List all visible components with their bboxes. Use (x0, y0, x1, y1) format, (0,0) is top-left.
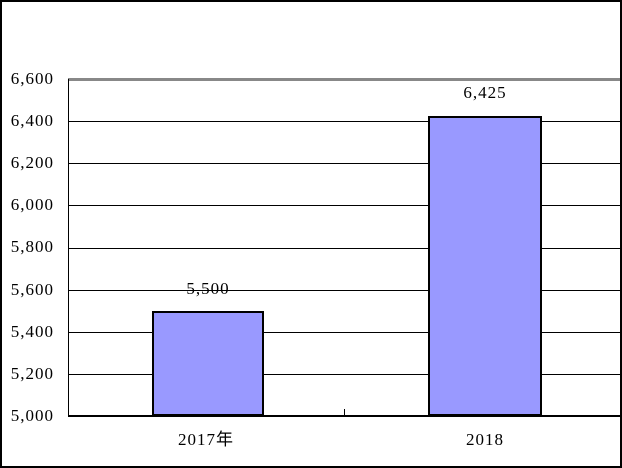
gridline-5200 (68, 374, 620, 375)
gridline-5800 (68, 248, 620, 249)
category-label-2018: 2018 (466, 430, 504, 449)
gridline-5600 (68, 290, 620, 291)
plot-area (68, 78, 620, 417)
y-axis-tick-label: 5,000 (10, 406, 54, 425)
category-divider-tick (344, 409, 345, 416)
y-axis-tick-label: 6,000 (10, 195, 54, 214)
y-axis-tick-label: 5,200 (10, 364, 54, 383)
y-axis-tick-label: 6,200 (10, 153, 54, 172)
category-label-2017: 2017年 (178, 430, 234, 449)
plot-top-border-line (68, 78, 620, 81)
y-axis-tick-label: 5,400 (10, 322, 54, 341)
x-axis-line (68, 415, 620, 417)
y-axis-tick-label: 6,600 (10, 69, 54, 88)
bar-2017 (152, 311, 264, 416)
gridline-5400 (68, 332, 620, 333)
data-label-2018: 6,425 (463, 83, 507, 102)
y-axis-tick-label: 5,800 (10, 237, 54, 256)
y-axis-tick-label: 6,400 (10, 111, 54, 130)
data-label-2017: 5,500 (186, 279, 230, 298)
y-axis-line (68, 79, 69, 417)
gridline-6200 (68, 163, 620, 164)
gridline-6000 (68, 205, 620, 206)
y-axis-tick-label: 5,600 (10, 280, 54, 299)
gridline-6400 (68, 121, 620, 122)
bar-2018 (428, 116, 542, 416)
